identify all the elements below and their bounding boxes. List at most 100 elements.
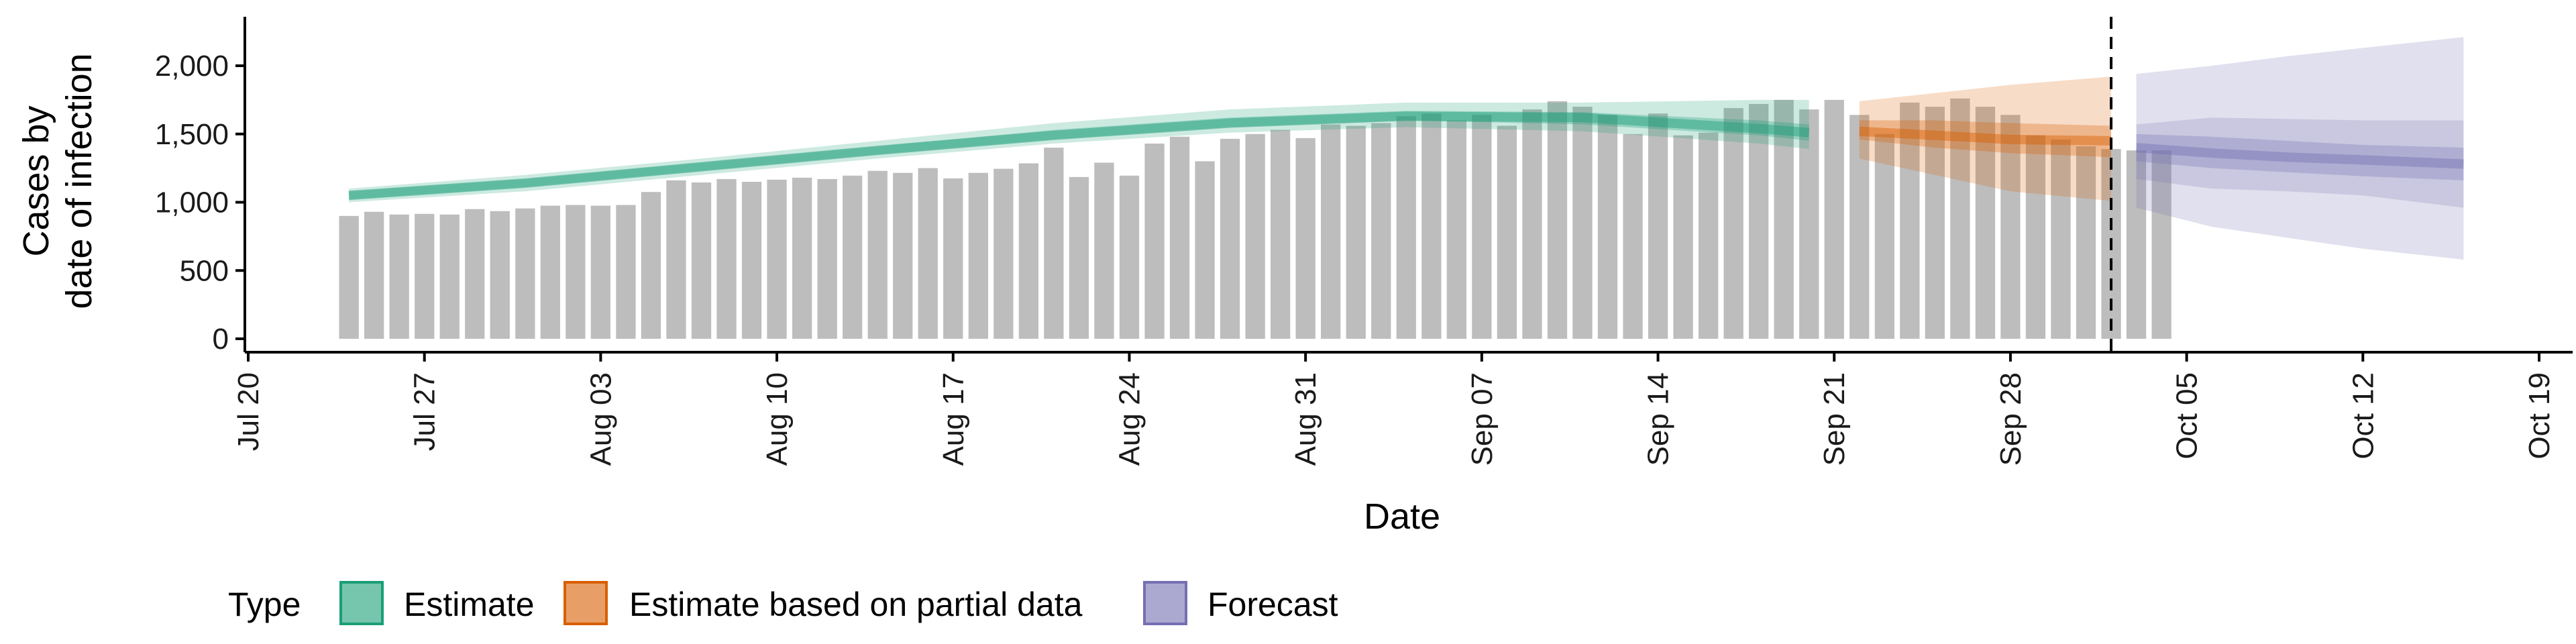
case-bar	[2000, 115, 2021, 339]
case-bar	[1321, 124, 1341, 339]
legend-label-forecast: Forecast	[1208, 586, 1338, 623]
y-axis-title-line-1: Cases by	[16, 105, 56, 256]
y-axis-title-line-2: date of infection	[59, 53, 99, 309]
case-bar	[2051, 139, 2071, 339]
case-bar	[817, 178, 837, 339]
case-bar	[1723, 108, 1743, 339]
case-bar	[364, 211, 384, 339]
case-bar	[1119, 175, 1140, 339]
x-tick-label: Sep 28	[1994, 372, 2027, 466]
x-tick-label: Sep 14	[1642, 372, 1675, 466]
case-bar	[490, 211, 510, 339]
case-bar	[943, 178, 963, 339]
x-tick-label: Aug 31	[1289, 372, 1322, 466]
case-bar	[1975, 107, 1996, 339]
legend-title: Type	[228, 586, 301, 623]
case-bar	[968, 172, 988, 339]
legend-key-forecast	[1143, 581, 1187, 625]
case-bar	[741, 182, 762, 339]
y-tick-label: 2,000	[155, 50, 229, 83]
case-bar	[843, 175, 863, 339]
estimate-based-on-partial-data-ci90-band	[1859, 76, 2111, 201]
x-tick-label: Sep 21	[1818, 372, 1851, 466]
case-bar	[1245, 133, 1265, 339]
case-bar	[1497, 125, 1517, 339]
x-tick-label: Jul 27	[409, 372, 441, 451]
x-tick-label: Oct 19	[2523, 372, 2556, 460]
case-bar	[1749, 104, 1769, 339]
legend-label-estimate: Estimate	[404, 586, 535, 623]
forecast-median-line	[2136, 143, 2464, 169]
case-bar	[1421, 113, 1442, 339]
case-bar	[1044, 148, 1064, 339]
x-tick-label: Aug 24	[1114, 372, 1146, 466]
estimate-median-line	[348, 111, 1810, 201]
x-tick-label: Oct 12	[2347, 372, 2379, 460]
case-bar	[1446, 120, 1466, 339]
case-bar	[1673, 135, 1693, 339]
case-bar	[1195, 161, 1215, 339]
case-bar	[1799, 109, 1819, 339]
axes: 0 500 1,000 1,500 2,000 Jul 20 Jul 27 Aug 03 Au…	[155, 17, 2573, 466]
estimate-based-on-partial-data-ci50-band	[1859, 120, 2111, 158]
case-bar	[1774, 99, 1794, 339]
case-bar	[1547, 101, 1568, 339]
forecast-ci90-band	[2136, 37, 2464, 260]
forecast-ci80-band	[2136, 117, 2464, 208]
case-bar	[716, 178, 737, 339]
y-tick-label: 0	[213, 323, 229, 356]
case-bar	[566, 205, 586, 339]
case-bar	[666, 180, 686, 339]
case-bar	[1874, 133, 1894, 339]
legend: Type Estimate Estimate based on partial …	[228, 581, 1338, 625]
case-bar	[1094, 162, 1114, 339]
case-bar	[691, 182, 712, 339]
y-tick-label: 1,000	[155, 186, 229, 219]
case-bar	[1018, 163, 1038, 339]
case-bar	[1849, 115, 1870, 339]
estimate-ci90-band	[349, 99, 1809, 203]
case-bar	[2151, 150, 2171, 339]
case-bar	[590, 205, 610, 339]
case-bar	[767, 179, 787, 339]
case-bar	[2025, 135, 2046, 339]
case-bar	[1648, 113, 1668, 339]
case-bar	[415, 213, 435, 339]
case-bar	[1623, 133, 1643, 339]
estimate-based-on-partial-data-median-line	[1859, 126, 2112, 146]
case-bar	[339, 215, 359, 339]
case-bar	[465, 209, 485, 339]
y-tick-label: 500	[180, 254, 229, 287]
x-tick-label: Sep 07	[1466, 372, 1499, 466]
x-tick-label: Aug 03	[584, 372, 617, 466]
case-bar	[1396, 116, 1416, 339]
case-bar	[792, 177, 812, 339]
case-bar	[1144, 144, 1165, 339]
case-bar	[515, 208, 535, 339]
case-bar	[1572, 107, 1593, 339]
reported-cases-bars	[339, 98, 2171, 339]
forecast-ci50-band	[2136, 133, 2464, 180]
x-tick-label: Jul 20	[232, 372, 265, 451]
case-bar	[918, 168, 938, 339]
case-bar	[1824, 99, 1844, 339]
case-bar	[1900, 102, 1920, 339]
case-bar	[1699, 132, 1719, 339]
x-tick-label: Oct 05	[2171, 372, 2204, 460]
case-bar	[1950, 98, 1970, 339]
legend-key-estimate	[339, 581, 384, 625]
case-bar	[1271, 129, 1291, 339]
case-bar	[2126, 150, 2147, 339]
case-bar	[1522, 109, 1542, 339]
estimate-ci50-band	[349, 111, 1809, 200]
case-bar	[2076, 146, 2096, 339]
case-bar	[1169, 136, 1190, 339]
x-tick-label: Aug 17	[937, 372, 970, 466]
case-bar	[893, 172, 913, 339]
case-bar	[540, 205, 560, 339]
case-bar	[1472, 115, 1492, 339]
case-bar	[1069, 176, 1089, 339]
case-bar	[616, 205, 636, 339]
estimate-ribbons	[348, 37, 2464, 260]
